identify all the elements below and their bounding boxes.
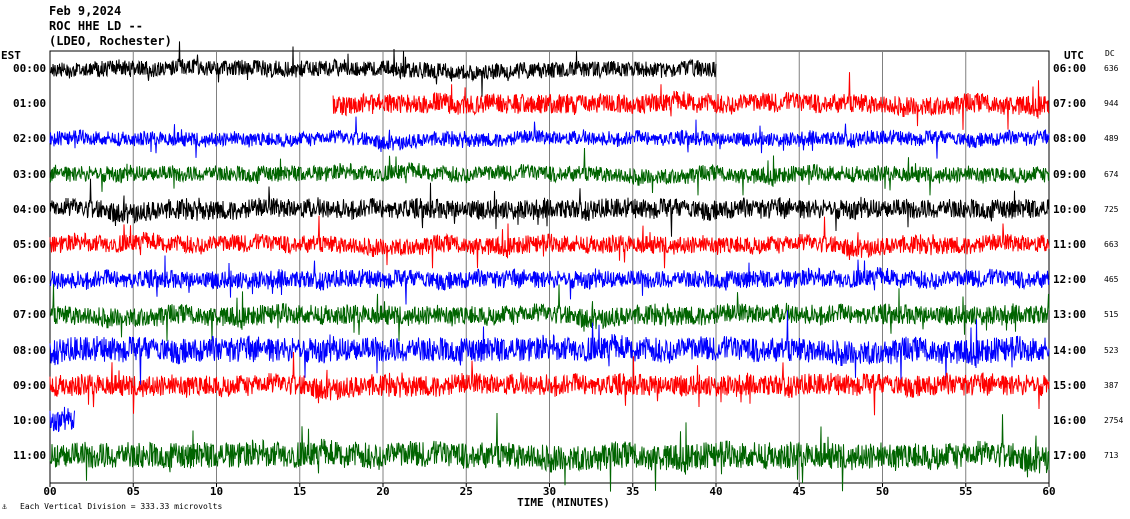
dc-offset-label: 2754 [1104, 416, 1124, 425]
x-tick-label: 50 [875, 485, 890, 498]
utc-hour-label: 15:00 [1053, 378, 1087, 392]
trace-line [49, 215, 1050, 269]
utc-axis-label: UTC [1064, 49, 1084, 62]
x-tick-label: 45 [792, 485, 806, 498]
x-tick-label: 25 [459, 485, 473, 498]
trace-line [49, 116, 1050, 159]
station-label: ROC HHE LD -- [49, 19, 143, 33]
anchor-icon: ⚓ [2, 502, 7, 511]
dc-offset-label: 387 [1104, 380, 1119, 390]
date-label: Feb 9,2024 [49, 4, 122, 18]
trace-line [49, 283, 1050, 342]
utc-hour-label: 07:00 [1053, 97, 1087, 111]
x-tick-label: 15 [293, 485, 307, 498]
utc-hour-label: 12:00 [1053, 273, 1087, 287]
dc-column-label: DC [1105, 49, 1115, 58]
est-hour-label: 04:00 [13, 202, 47, 216]
dc-offset-label: 465 [1104, 275, 1119, 285]
est-hour-label: 03:00 [13, 167, 47, 181]
utc-hour-label: 11:00 [1053, 238, 1087, 251]
trace-line [332, 72, 1049, 130]
trace-line [49, 41, 717, 97]
trace-line [49, 351, 1050, 416]
est-hour-label: 11:00 [13, 449, 47, 463]
x-tick-label: 55 [959, 485, 973, 498]
est-hour-label: 05:00 [13, 238, 47, 251]
x-tick-label: 00 [43, 485, 57, 498]
dc-offset-label: 725 [1104, 204, 1119, 214]
utc-hour-label: 16:00 [1053, 414, 1087, 427]
dc-offset-label: 674 [1104, 169, 1119, 179]
dc-offset-label: 713 [1104, 451, 1119, 461]
est-hour-label: 01:00 [13, 97, 47, 111]
est-hour-label: 10:00 [13, 414, 47, 427]
utc-hour-label: 08:00 [1053, 132, 1087, 146]
est-axis-label: EST [1, 49, 21, 62]
x-tick-label: 05 [126, 485, 140, 498]
x-tick-label: 30 [542, 485, 557, 498]
x-tick-label: 40 [709, 485, 723, 498]
trace-line [49, 412, 1050, 492]
est-hour-label: 00:00 [13, 62, 47, 75]
utc-hour-label: 17:00 [1053, 449, 1087, 463]
utc-hour-label: 06:00 [1053, 62, 1087, 75]
x-tick-label: 10 [209, 485, 224, 498]
est-hour-label: 06:00 [13, 273, 47, 287]
dc-offset-label: 523 [1104, 345, 1119, 355]
trace-line [49, 147, 1050, 196]
utc-hour-label: 10:00 [1053, 202, 1087, 216]
trace-line [49, 178, 1050, 237]
est-hour-label: 08:00 [13, 343, 47, 357]
x-tick-label: 35 [626, 485, 640, 498]
utc-hour-label: 09:00 [1053, 167, 1087, 181]
dc-offset-label: 944 [1104, 99, 1119, 109]
est-hour-label: 09:00 [13, 378, 47, 392]
est-hour-label: 07:00 [13, 308, 47, 322]
network-label: (LDEO, Rochester) [49, 34, 172, 48]
est-hour-label: 02:00 [13, 132, 47, 146]
dc-offset-label: 663 [1104, 240, 1119, 249]
x-tick-label: 60 [1042, 485, 1056, 498]
utc-hour-label: 13:00 [1053, 308, 1087, 322]
trace-line [49, 310, 1050, 386]
x-axis-title: TIME (MINUTES) [517, 496, 610, 509]
scale-note: Each Vertical Division = 333.33 microvol… [20, 502, 223, 511]
dc-offset-label: 636 [1104, 64, 1119, 73]
trace-line [49, 255, 1050, 305]
dc-offset-label: 515 [1104, 310, 1119, 320]
dc-offset-label: 489 [1104, 134, 1119, 144]
x-tick-label: 20 [376, 485, 390, 498]
utc-hour-label: 14:00 [1053, 343, 1087, 357]
trace-line [49, 406, 75, 432]
